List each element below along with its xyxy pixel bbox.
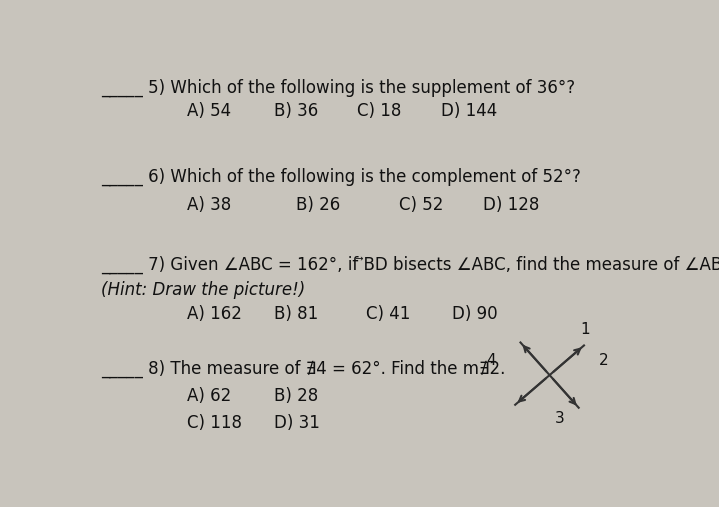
Text: _____ 5) Which of the following is the supplement of 36°?: _____ 5) Which of the following is the s… [101, 79, 575, 97]
Text: D) 128: D) 128 [482, 196, 539, 213]
Text: D) 144: D) 144 [441, 102, 497, 120]
Text: D) 31: D) 31 [274, 414, 320, 432]
Text: C) 52: C) 52 [399, 196, 444, 213]
Text: C) 18: C) 18 [357, 102, 402, 120]
Text: (Hint: Draw the picture!): (Hint: Draw the picture!) [101, 281, 306, 300]
Text: 2: 2 [599, 353, 608, 368]
Text: 4: 4 [487, 353, 496, 368]
Text: D) 90: D) 90 [452, 305, 498, 323]
Text: A) 62: A) 62 [188, 387, 232, 405]
Text: _____ 6) Which of the following is the complement of 52°?: _____ 6) Which of the following is the c… [101, 168, 581, 187]
Text: 1: 1 [580, 322, 590, 338]
Text: _____ 7) Given ∠ABC = 162°, if ⃗BD bisects ∠ABC, find the measure of ∠ABD.: _____ 7) Given ∠ABC = 162°, if ⃗BD bisec… [101, 256, 719, 274]
Text: A) 38: A) 38 [188, 196, 232, 213]
Text: C) 118: C) 118 [188, 414, 242, 432]
Text: A) 54: A) 54 [188, 102, 232, 120]
Text: B) 26: B) 26 [296, 196, 340, 213]
Text: 3: 3 [555, 411, 565, 426]
Text: _____ 8) The measure of ∄4 = 62°. Find the m∄2.: _____ 8) The measure of ∄4 = 62°. Find t… [101, 359, 505, 378]
Text: C) 41: C) 41 [366, 305, 410, 323]
Text: B) 28: B) 28 [274, 387, 318, 405]
Text: B) 36: B) 36 [274, 102, 318, 120]
Text: A) 162: A) 162 [188, 305, 242, 323]
Text: B) 81: B) 81 [274, 305, 318, 323]
